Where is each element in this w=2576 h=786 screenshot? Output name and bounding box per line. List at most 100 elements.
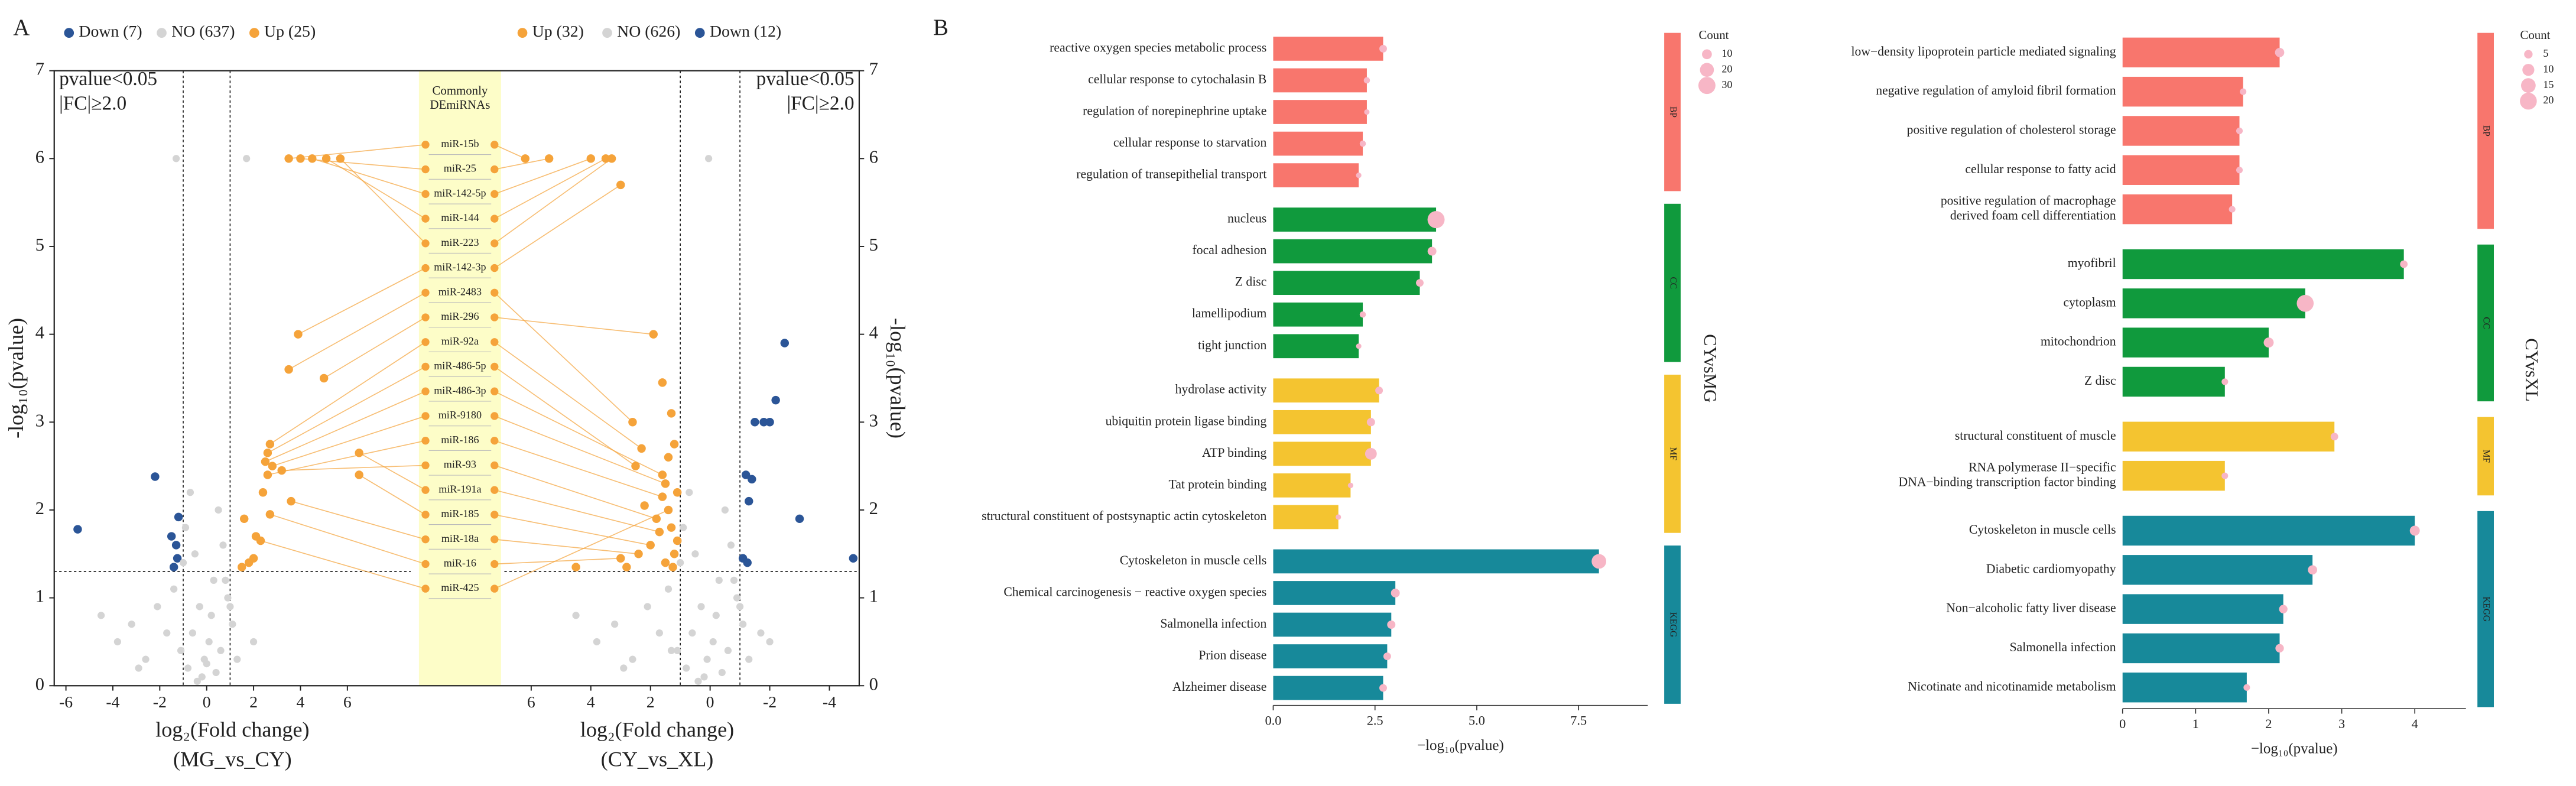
count-dot bbox=[2308, 565, 2317, 575]
x-axis-label: −log₁₀(pvalue) bbox=[2251, 741, 2338, 757]
category-label: Diabetic cardiomyopathy bbox=[1986, 561, 2116, 576]
x-tick-label: 4 bbox=[2412, 716, 2418, 731]
legend-label: NO (637) bbox=[171, 22, 235, 41]
point bbox=[607, 154, 616, 163]
bar bbox=[1273, 271, 1420, 295]
point bbox=[745, 655, 753, 663]
category-label: Prion disease bbox=[1198, 648, 1266, 662]
item-dot bbox=[490, 511, 499, 519]
item-dot bbox=[490, 560, 499, 569]
bar bbox=[1273, 549, 1599, 574]
link-line bbox=[269, 342, 426, 445]
mirna-label: miR-25 bbox=[444, 163, 476, 174]
x-axis-label: log₂(Fold change) bbox=[580, 717, 734, 741]
x-tick-label: 6 bbox=[343, 693, 352, 712]
facet-strip bbox=[2477, 417, 2494, 496]
x-axis-label: log₂(Fold change) bbox=[155, 717, 309, 741]
size-legend-dot bbox=[2524, 50, 2533, 59]
count-dot bbox=[2275, 644, 2284, 653]
point bbox=[296, 154, 305, 163]
strip-label: MF bbox=[1668, 447, 1678, 460]
point bbox=[667, 647, 675, 654]
point bbox=[151, 472, 160, 481]
category-label: ATP binding bbox=[1202, 446, 1267, 460]
item-dot bbox=[490, 486, 499, 494]
bar bbox=[2122, 673, 2247, 703]
facet-strip bbox=[1664, 374, 1681, 533]
x-tick-label: 2 bbox=[647, 693, 655, 712]
item-dot bbox=[421, 141, 430, 149]
mirna-label: miR-191a bbox=[438, 483, 481, 495]
point bbox=[238, 563, 246, 571]
mirna-label: miR-142-3p bbox=[434, 261, 486, 273]
size-legend-dot bbox=[1700, 63, 1714, 77]
count-dot bbox=[1591, 554, 1607, 569]
legend-marker bbox=[517, 28, 528, 38]
bar bbox=[2122, 155, 2240, 185]
count-dot bbox=[1356, 343, 1362, 349]
category-label: Tat protein binding bbox=[1168, 477, 1266, 491]
point bbox=[128, 621, 135, 628]
category-label: Alzheimer disease bbox=[1172, 680, 1267, 694]
size-legend-label: 5 bbox=[2543, 47, 2548, 59]
point bbox=[620, 664, 628, 672]
count-dot bbox=[2240, 88, 2247, 95]
point bbox=[670, 440, 679, 449]
item-dot bbox=[490, 412, 499, 420]
x-tick-label: -2 bbox=[763, 693, 777, 712]
bar bbox=[1273, 675, 1383, 700]
bar bbox=[1273, 505, 1339, 530]
item-dot bbox=[490, 535, 499, 544]
item-dot bbox=[421, 338, 430, 346]
bar bbox=[1273, 131, 1363, 156]
link-line bbox=[288, 144, 426, 160]
point bbox=[629, 655, 636, 663]
point bbox=[181, 524, 190, 531]
link-line bbox=[267, 366, 426, 454]
legend-label: NO (626) bbox=[617, 22, 680, 41]
point bbox=[611, 621, 619, 628]
point bbox=[170, 585, 178, 593]
bar bbox=[2122, 594, 2283, 624]
bar bbox=[2122, 249, 2404, 280]
point bbox=[258, 488, 268, 497]
bar bbox=[2122, 194, 2233, 225]
point bbox=[142, 655, 150, 663]
bar bbox=[1273, 302, 1363, 327]
count-dot bbox=[2236, 127, 2243, 135]
point bbox=[233, 655, 241, 663]
link-line bbox=[323, 317, 426, 379]
bar bbox=[1273, 378, 1379, 403]
count-dot bbox=[2221, 378, 2229, 385]
link-line bbox=[281, 465, 426, 471]
link-line bbox=[494, 538, 639, 555]
y-tick-label: 6 bbox=[35, 147, 44, 167]
point bbox=[759, 418, 768, 427]
mirna-label: miR-93 bbox=[444, 459, 476, 470]
x-tick-label: -2 bbox=[153, 693, 167, 712]
point bbox=[686, 489, 693, 496]
category-label: ubiquitin protein ligase binding bbox=[1106, 414, 1267, 428]
category-label: Chemical carcinogenesis − reactive oxyge… bbox=[1003, 584, 1266, 599]
count-dot bbox=[1427, 246, 1437, 256]
count-dot bbox=[1347, 482, 1353, 488]
link-line bbox=[300, 158, 426, 170]
point bbox=[189, 629, 197, 637]
point bbox=[677, 559, 684, 567]
link-line bbox=[494, 317, 654, 335]
item-dot bbox=[421, 535, 430, 544]
point bbox=[113, 638, 122, 646]
mirna-label: miR-486-3p bbox=[434, 384, 486, 396]
point bbox=[795, 514, 804, 524]
bar bbox=[2122, 327, 2269, 358]
count-dot bbox=[2229, 206, 2236, 213]
x-tick-label: 0 bbox=[2119, 716, 2126, 731]
item-dot bbox=[421, 486, 430, 494]
x-tick-label: 2 bbox=[2265, 716, 2272, 731]
point bbox=[733, 594, 741, 602]
link-line bbox=[494, 158, 606, 219]
point bbox=[222, 576, 229, 584]
count-dot bbox=[1379, 684, 1387, 692]
point bbox=[703, 655, 711, 663]
x-tick-label: -4 bbox=[823, 693, 836, 712]
